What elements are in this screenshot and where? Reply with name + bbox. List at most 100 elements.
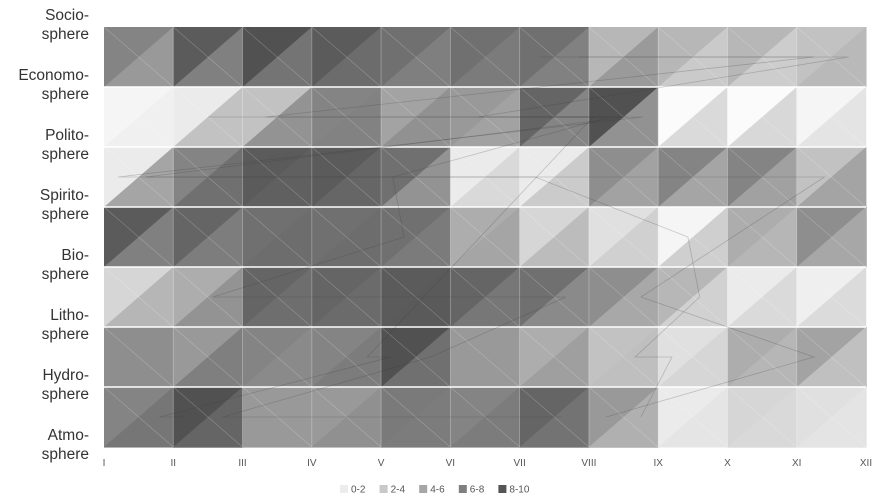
heatmap-cell: [311, 206, 382, 268]
contour-line: [159, 116, 595, 418]
heatmap-cell: [519, 326, 590, 388]
legend-label: 0-2: [351, 485, 366, 495]
heatmap-cell: [519, 386, 590, 448]
heatmap-cell: [103, 386, 174, 448]
heatmap-cell: [657, 86, 729, 148]
y-tick-label: Hydro-sphere: [42, 367, 89, 403]
x-tick-label: I: [103, 458, 106, 469]
x-tick-label: VIII: [581, 458, 596, 469]
y-axis-labels: Socio-sphere Economo-sphere Polito-sphere S…: [18, 7, 89, 463]
heatmap-cell: [519, 26, 590, 88]
heatmap-cell: [242, 386, 313, 448]
heatmap-cell: [242, 326, 313, 388]
heatmap-cell: [588, 326, 659, 388]
y-tick-label: Socio-sphere: [42, 7, 89, 43]
heatmap-cell: [796, 86, 867, 148]
legend-label: 6-8: [470, 485, 485, 495]
heatmap-cell: [173, 146, 244, 208]
legend-swatch: [340, 485, 348, 493]
heatmap-cell: [242, 26, 313, 88]
heatmap-cell: [242, 86, 313, 148]
legend-swatch: [498, 485, 507, 493]
heatmap-cell: [450, 26, 521, 88]
heatmap-cell: [380, 386, 451, 448]
legend-swatch: [419, 485, 428, 493]
heatmap-cell: [796, 386, 867, 448]
legend-swatch: [379, 485, 388, 493]
heatmap-cell: [173, 326, 244, 388]
heatmap-cell: [380, 146, 451, 208]
heatmap-cell: [727, 146, 798, 208]
y-tick-label: Litho-sphere: [42, 307, 89, 343]
legend-item: 8-10: [498, 485, 530, 495]
x-tick-label: IV: [307, 458, 317, 469]
legend-item: 4-6: [419, 485, 445, 495]
heatmap-cell: [657, 146, 729, 208]
heatmap-cell: [796, 326, 867, 388]
heatmap-cell: [380, 26, 451, 88]
heatmap-cell: [727, 206, 798, 268]
x-tick-label: II: [170, 458, 176, 469]
heatmap-cell: [450, 206, 521, 268]
heatmap-cell: [657, 326, 729, 388]
heatmap-cell: [380, 86, 451, 148]
heatmap-cell: [796, 26, 867, 88]
x-axis-labels: I II III IV V VI VII VIII IX X XI XII: [103, 458, 873, 469]
legend-item: 6-8: [458, 485, 485, 495]
heatmap-cell: [657, 206, 729, 268]
heatmap-cell: [796, 146, 867, 208]
heatmap-cell: [657, 266, 729, 328]
heatmap-cell: [519, 146, 590, 208]
plot-area: [103, 26, 867, 448]
x-tick-label: IX: [653, 458, 663, 469]
contour-line: [212, 56, 849, 418]
heatmap-cell: [103, 26, 174, 88]
heatmap-cell: [796, 206, 867, 268]
x-tick-label: XII: [860, 458, 872, 469]
heatmap-cell: [519, 86, 590, 148]
heatmap-cell: [173, 266, 244, 328]
legend-label: 2-4: [391, 485, 406, 495]
heatmap-cell: [588, 146, 659, 208]
heatmap-cell: [588, 266, 659, 328]
y-tick-label: Polito-sphere: [42, 127, 89, 163]
legend-label: 8-10: [509, 485, 529, 495]
heatmap-cell: [588, 386, 659, 448]
heatmap-cell: [450, 386, 521, 448]
heatmap-cell: [380, 206, 451, 268]
heatmap-cell: [173, 206, 244, 268]
heatmap-cell: [311, 146, 382, 208]
heatmap-cell: [588, 206, 659, 268]
legend: 0-2 2-4 4-6 6-8 8-10: [340, 485, 530, 495]
heatmap-cell: [588, 86, 659, 148]
heatmap-cell: [727, 86, 798, 148]
heatmap-cell: [103, 86, 174, 148]
heatmap-cell: [727, 266, 798, 328]
legend-label: 4-6: [430, 485, 445, 495]
heatmap-cell: [796, 266, 867, 328]
heatmap-cell: [727, 386, 798, 448]
heatmap-cell: [242, 266, 313, 328]
heatmap-cell: [173, 86, 244, 148]
heatmap-cell: [519, 266, 590, 328]
heatmap-cell: [242, 206, 313, 268]
heatmap-cell: [657, 26, 729, 88]
legend-swatch: [458, 485, 467, 493]
heatmap-cell: [380, 266, 451, 328]
heatmap-cell: [657, 386, 729, 448]
heatmap-cell: [311, 86, 382, 148]
heatmap-cell: [173, 26, 244, 88]
x-tick-label: XI: [792, 458, 801, 469]
heatmap-cell: [103, 266, 174, 328]
y-tick-label: Atmo-sphere: [42, 427, 89, 463]
x-tick-label: VI: [446, 458, 455, 469]
heatmap-cell: [727, 326, 798, 388]
legend-item: 2-4: [379, 485, 406, 495]
heatmap-cell: [519, 206, 590, 268]
heatmap-cell: [311, 266, 382, 328]
contour-lines: [117, 56, 849, 418]
heatmap-cell: [450, 266, 521, 328]
contour-line: [117, 116, 701, 418]
heatmap-cell: [242, 146, 313, 208]
